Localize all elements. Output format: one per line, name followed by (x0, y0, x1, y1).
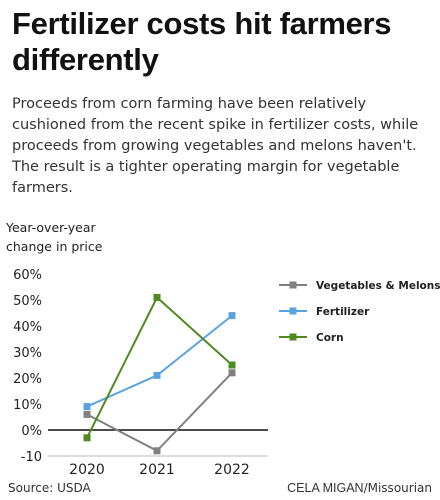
chart-series (83, 293, 236, 455)
y-tick-label: -10 (21, 450, 42, 465)
source-note: Source: USDA (8, 481, 91, 495)
chart-axes: 60% 50% 40% 30% 20% 10% 0% -10 2020 2021 2022 (13, 268, 268, 478)
y-tick-label: 0% (21, 424, 42, 439)
data-point (153, 293, 161, 301)
legend-swatch-marker (289, 307, 297, 315)
credit-line: CELA MIGAN/Missourian (287, 481, 432, 495)
y-axis-label-line-2: change in price (6, 239, 103, 254)
chart-subtitle: Proceeds from corn farming have been rel… (12, 96, 419, 196)
legend-swatch-marker (289, 281, 297, 289)
y-tick-label: 20% (13, 372, 42, 387)
legend-label: Corn (316, 332, 344, 344)
chart-legend: Vegetables & Melons Fertilizer Corn (279, 280, 440, 344)
x-tick-label: 2022 (214, 462, 250, 478)
legend-label: Vegetables & Melons (316, 280, 440, 292)
y-tick-label: 40% (13, 320, 42, 335)
x-tick-label: 2020 (69, 462, 105, 478)
y-tick-label: 60% (13, 268, 42, 283)
data-point (83, 410, 91, 418)
data-point (83, 403, 91, 411)
legend-swatch-marker (289, 333, 297, 341)
data-point (153, 447, 161, 455)
legend-label: Fertilizer (316, 306, 370, 318)
data-point (83, 434, 91, 442)
chart-title: Fertilizer costs hit farmers differently (12, 6, 392, 77)
series-line (86, 372, 233, 453)
data-point (153, 371, 161, 379)
data-point (228, 312, 236, 320)
credit-org: /Missourian (363, 481, 432, 495)
y-tick-label: 50% (13, 294, 42, 309)
y-tick-label: 30% (13, 346, 42, 361)
data-point (228, 369, 236, 377)
series-line (86, 295, 233, 439)
y-axis-label-line-1: Year-over-year (6, 220, 96, 235)
y-tick-label: 10% (13, 398, 42, 413)
data-point (228, 361, 236, 369)
credit-name: CELA MIGAN (287, 481, 364, 495)
y-axis-label: Year-over-year change in price (6, 218, 146, 256)
x-tick-label: 2021 (139, 462, 175, 478)
